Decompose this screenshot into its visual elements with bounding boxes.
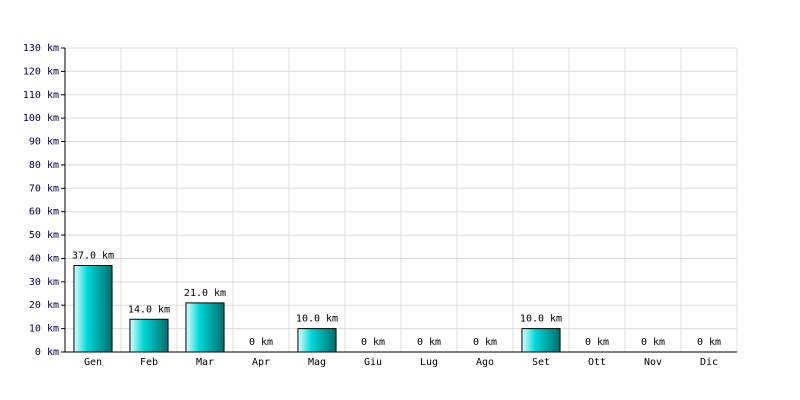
y-tick-label: 100 km (23, 113, 59, 124)
x-tick-label: Giu (364, 357, 382, 368)
y-tick-label: 60 km (29, 207, 59, 218)
y-tick-label: 20 km (29, 300, 59, 311)
x-tick-label: Dic (700, 357, 718, 368)
x-tick-label: Gen (84, 357, 102, 368)
value-label: 21.0 km (184, 288, 226, 299)
x-tick-label: Nov (644, 357, 662, 368)
x-tick-label: Ott (588, 357, 606, 368)
value-label: 14.0 km (128, 304, 170, 315)
x-tick-label: Apr (252, 357, 270, 368)
y-tick-label: 110 km (23, 90, 59, 101)
y-tick-label: 40 km (29, 253, 59, 264)
x-tick-label: Ago (476, 357, 494, 368)
bar (129, 318, 169, 353)
bar (521, 328, 561, 353)
x-tick-label: Set (532, 357, 550, 368)
bar (73, 264, 113, 353)
y-tick-label: 0 km (35, 347, 59, 358)
y-tick-label: 10 km (29, 324, 59, 335)
x-tick-label: Mar (196, 357, 214, 368)
bar (297, 328, 337, 353)
value-label: 37.0 km (72, 250, 114, 261)
value-label: 0 km (473, 337, 497, 348)
x-tick-label: Feb (140, 357, 158, 368)
value-label: 0 km (585, 337, 609, 348)
y-tick-label: 70 km (29, 183, 59, 194)
value-label: 0 km (249, 337, 273, 348)
value-label: 10.0 km (296, 314, 338, 325)
y-tick-label: 120 km (23, 66, 59, 77)
bar (185, 302, 225, 353)
value-label: 0 km (417, 337, 441, 348)
y-tick-label: 130 km (23, 43, 59, 54)
value-label: 10.0 km (520, 314, 562, 325)
y-tick-label: 50 km (29, 230, 59, 241)
y-tick-label: 30 km (29, 277, 59, 288)
x-tick-label: Mag (308, 357, 326, 368)
x-tick-label: Lug (420, 357, 438, 368)
y-tick-label: 80 km (29, 160, 59, 171)
y-tick-label: 90 km (29, 137, 59, 148)
value-label: 0 km (361, 337, 385, 348)
value-label: 0 km (697, 337, 721, 348)
value-label: 0 km (641, 337, 665, 348)
